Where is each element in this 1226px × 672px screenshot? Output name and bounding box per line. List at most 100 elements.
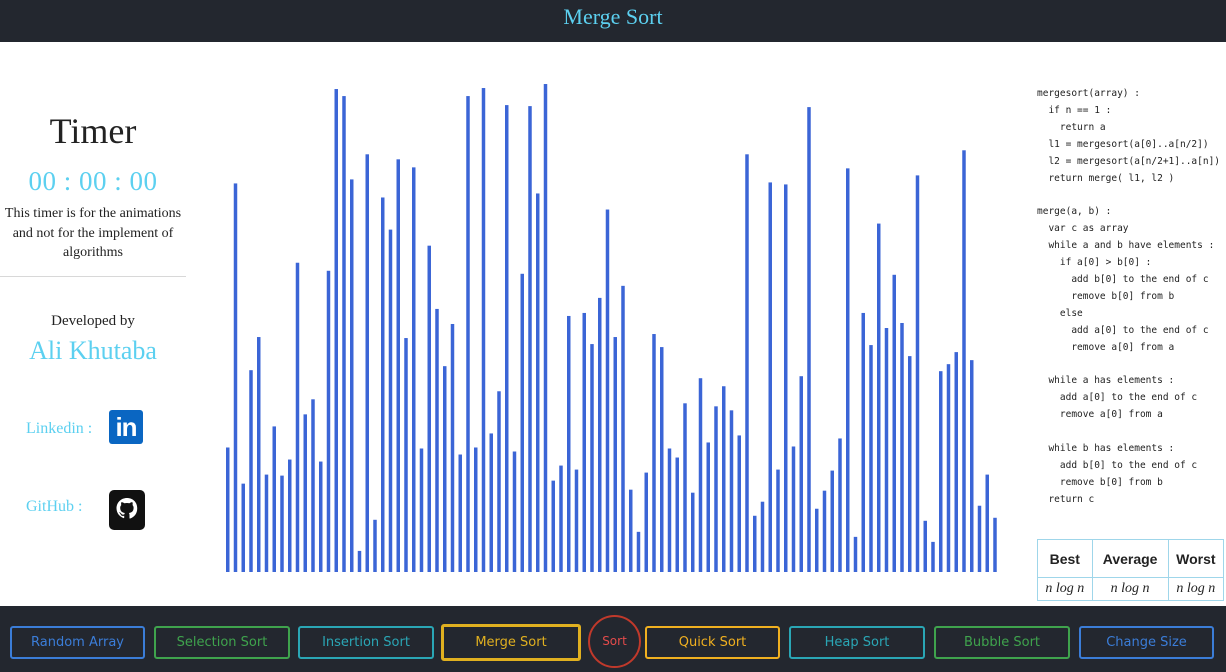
pseudocode-line: add a[0] to the end of c — [1037, 392, 1198, 404]
array-bar — [939, 371, 943, 572]
array-bar — [892, 274, 896, 572]
array-bar — [621, 285, 625, 572]
array-bar — [691, 492, 695, 572]
array-bar — [698, 378, 703, 572]
linkedin-label: Linkedin : — [26, 420, 93, 437]
left-panel: Timer 00 : 00 : 00 This timer is for the… — [0, 42, 186, 606]
array-bar — [652, 334, 656, 572]
developed-by-label: Developed by — [51, 313, 135, 329]
array-bar — [396, 159, 400, 572]
pseudocode-line: add b[0] to the end of c — [1037, 459, 1198, 471]
timer-value: 00 : 00 : 00 — [28, 166, 158, 196]
pseudocode-line: l1 = mergesort(a[0]..a[n/2]) — [1037, 138, 1209, 150]
footer-toolbar: Random Array Selection Sort Insertion So… — [0, 606, 1226, 672]
array-bar — [567, 315, 571, 572]
quick-sort-button[interactable]: Quick Sort — [645, 626, 780, 659]
pseudocode-line: var c as array — [1037, 223, 1129, 235]
array-bar — [846, 168, 850, 572]
random-array-button[interactable]: Random Array — [10, 626, 145, 659]
array-bar — [985, 474, 989, 572]
array-bar — [233, 183, 238, 572]
pseudocode-line: remove a[0] from a — [1037, 409, 1163, 421]
array-bar — [419, 448, 424, 572]
merge-sort-button[interactable]: Merge Sort — [441, 624, 581, 661]
array-bar — [257, 337, 261, 572]
github-icon[interactable] — [109, 490, 145, 530]
array-bar — [497, 391, 501, 572]
pseudocode-block: mergesort(array) : if n == 1 : return a … — [1037, 86, 1226, 509]
array-bar — [791, 446, 796, 572]
array-bar — [326, 270, 331, 572]
pseudocode-line: mergesort(array) : — [1037, 88, 1140, 99]
pseudocode-line: while a has elements : — [1037, 375, 1175, 387]
array-bar — [272, 426, 276, 572]
array-bar — [706, 442, 710, 572]
header-bar: Merge Sort — [0, 0, 1226, 42]
array-bar — [768, 182, 772, 572]
selection-sort-button[interactable]: Selection Sort — [154, 626, 290, 659]
change-size-button[interactable]: Change Size — [1079, 626, 1214, 659]
timer-note: This timer is for the animations and not… — [4, 206, 182, 260]
array-bar — [729, 410, 734, 572]
timer-title: Timer — [49, 111, 137, 151]
pseudocode-line: if a[0] > b[0] : — [1037, 257, 1152, 269]
complexity-header-best: Best — [1037, 539, 1093, 578]
array-bar — [667, 448, 672, 572]
array-bar — [474, 447, 478, 572]
pseudocode-line: return merge( l1, l2 ) — [1037, 172, 1175, 184]
array-bar — [381, 197, 385, 572]
array-bar — [861, 312, 865, 572]
array-bar — [559, 465, 563, 572]
array-bar — [264, 474, 269, 572]
array-bar — [249, 370, 253, 572]
bubble-sort-button[interactable]: Bubble Sort — [934, 626, 1070, 659]
array-bar — [520, 273, 524, 572]
array-bar — [822, 490, 827, 572]
complexity-table: Best Average Worst n log n n log n n log… — [1037, 539, 1225, 601]
array-bar — [877, 223, 881, 572]
pseudocode-line: if n == 1 : — [1037, 104, 1112, 116]
array-bar — [683, 403, 687, 572]
array-bar — [241, 483, 245, 572]
pseudocode-line: add a[0] to the end of c — [1037, 324, 1209, 336]
pseudocode-line — [1037, 424, 1226, 441]
array-bar — [636, 531, 641, 572]
array-bar — [342, 96, 346, 572]
array-bar — [388, 229, 393, 572]
array-bar — [357, 550, 362, 572]
pseudocode-line — [1037, 187, 1226, 204]
array-bar — [807, 107, 811, 572]
array-bar — [450, 323, 455, 572]
array-bar — [760, 501, 765, 572]
array-bar — [737, 435, 741, 572]
complexity-header-average: Average — [1091, 539, 1169, 578]
divider — [0, 276, 186, 277]
array-bar — [458, 454, 462, 572]
array-bar — [675, 457, 679, 572]
array-bar — [954, 352, 958, 572]
array-bar — [373, 519, 377, 572]
heap-sort-button[interactable]: Heap Sort — [789, 626, 925, 659]
array-bar — [466, 96, 470, 572]
array-bar — [915, 175, 920, 572]
array-bar — [900, 322, 904, 572]
pseudocode-line: merge(a, b) : — [1037, 206, 1112, 218]
array-bar — [962, 150, 966, 572]
insertion-sort-button[interactable]: Insertion Sort — [298, 626, 434, 659]
sort-button[interactable]: Sort — [588, 615, 641, 668]
pseudocode-line: remove b[0] from b — [1037, 290, 1175, 302]
linkedin-icon[interactable]: in — [109, 410, 143, 444]
array-bar — [776, 469, 780, 572]
array-bar — [629, 489, 633, 572]
developer-name: Ali Khutaba — [29, 336, 157, 365]
pseudocode-line — [1037, 357, 1226, 374]
array-bar — [605, 209, 610, 572]
array-bar — [427, 245, 431, 572]
array-bar — [815, 508, 819, 572]
array-bar — [582, 312, 586, 572]
array-bar — [946, 364, 951, 572]
array-bar — [489, 433, 493, 572]
array-bar — [350, 179, 354, 572]
pseudocode-line: while a and b have elements : — [1037, 240, 1215, 252]
array-bar — [660, 347, 664, 572]
